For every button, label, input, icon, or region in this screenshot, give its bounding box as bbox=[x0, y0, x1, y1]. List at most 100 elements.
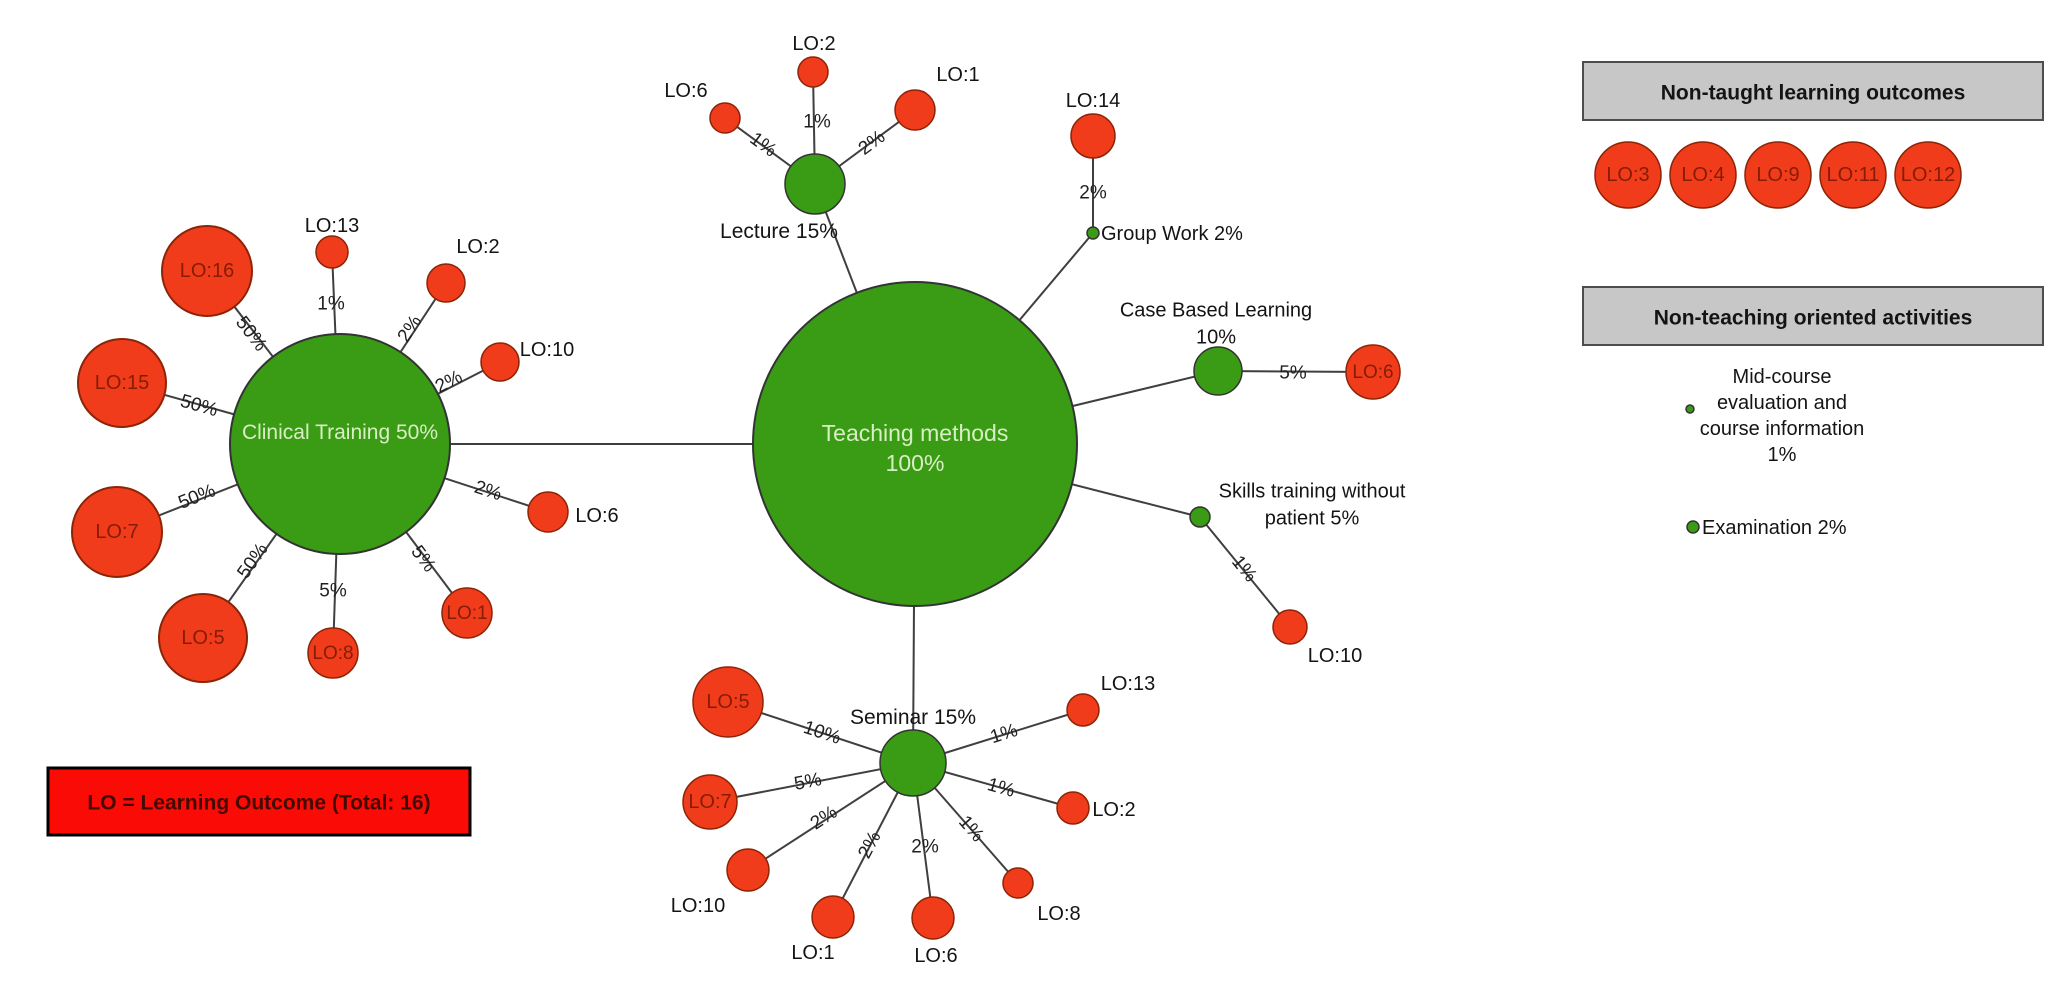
node-nt-lo12 bbox=[1894, 141, 1962, 209]
node-label-sem-lo5: LO:5 bbox=[706, 691, 749, 713]
node-sk-lo10 bbox=[1272, 609, 1308, 645]
non-taught-header-title: Non-taught learning outcomes bbox=[1661, 82, 1966, 105]
node-sem-lo10 bbox=[726, 848, 770, 892]
node-ct-lo10 bbox=[480, 342, 520, 382]
node-gw-lo14 bbox=[1070, 113, 1116, 159]
edge-label-clinical-training-ct-lo15: 50% bbox=[178, 391, 220, 421]
node-label-ct-lo2: LO:2 bbox=[456, 236, 499, 258]
node-ct-lo15 bbox=[77, 338, 167, 428]
node-case-based-learning bbox=[1193, 346, 1243, 396]
node-nt-lo4 bbox=[1669, 141, 1737, 209]
node-label-sem-lo8: LO:8 bbox=[1037, 903, 1080, 925]
node-sem-lo13 bbox=[1066, 693, 1100, 727]
node-sem-lo1 bbox=[811, 895, 855, 939]
node-label-nt-lo11: LO:11 bbox=[1827, 164, 1880, 186]
node-label-lecture: Lecture 15% bbox=[720, 220, 838, 243]
node-sem-lo5 bbox=[692, 666, 764, 738]
edge-label-group-work-gw-lo14: 2% bbox=[1079, 183, 1107, 204]
edge-label-clinical-training-ct-lo2: 2% bbox=[394, 312, 427, 347]
node-ct-lo13 bbox=[315, 235, 349, 269]
node-label-nt-lo4: LO:4 bbox=[1681, 164, 1724, 186]
node-teaching-methods bbox=[752, 281, 1078, 607]
node-label-sem-lo7: LO:7 bbox=[688, 791, 731, 813]
node-label-sem-lo1: LO:1 bbox=[791, 942, 834, 964]
node-nt-lo11 bbox=[1819, 141, 1887, 209]
node-label-ct-lo1: LO:1 bbox=[446, 603, 487, 624]
node-sem-lo2 bbox=[1056, 791, 1090, 825]
non-taught-panel: Non-taught learning outcomes bbox=[1582, 61, 2044, 121]
midcourse-line-4: 1% bbox=[1768, 444, 1797, 466]
node-label-cbl-lo6: LO:6 bbox=[1352, 362, 1393, 383]
legend-label: LO = Learning Outcome (Total: 16) bbox=[87, 792, 430, 815]
examination-label: Examination 2% bbox=[1702, 517, 1847, 539]
node-sem-lo8 bbox=[1002, 867, 1034, 899]
midcourse-line-1: Mid-course bbox=[1733, 366, 1832, 388]
node-label-lec-lo6: LO:6 bbox=[664, 80, 707, 102]
node-nt-lo9 bbox=[1744, 141, 1812, 209]
edge-label-clinical-training-ct-lo6: 2% bbox=[472, 477, 505, 506]
edge-seminar-sem-lo7 bbox=[709, 762, 914, 803]
edge-label-clinical-training-ct-lo13: 1% bbox=[317, 294, 345, 315]
nodes-layer bbox=[71, 56, 1962, 940]
midcourse-line-3: course information bbox=[1700, 418, 1865, 440]
node-lec-lo6 bbox=[709, 102, 741, 134]
edge-label-seminar-sem-lo13: 1% bbox=[988, 720, 1021, 748]
node-cbl-lo6 bbox=[1345, 344, 1401, 400]
node-label-sem-lo10: LO:10 bbox=[671, 895, 725, 917]
node-ct-lo2 bbox=[426, 263, 466, 303]
node-clinical-training bbox=[229, 333, 451, 555]
edge-label-lecture-lec-lo6: 1% bbox=[746, 128, 781, 161]
node-label-ct-lo13: LO:13 bbox=[305, 215, 359, 237]
node-labels-layer: Teaching methods 100% Clinical Training 50… bbox=[95, 33, 1955, 967]
node-label-ct-lo16: LO:16 bbox=[180, 260, 234, 282]
node-label-skills-training: Skills training without patient 5% bbox=[1219, 481, 1406, 530]
non-taught-header-box bbox=[1582, 61, 2044, 121]
activities-header-box bbox=[1582, 286, 2044, 346]
edge-label-seminar-sem-lo6: 2% bbox=[911, 837, 939, 858]
node-label-ct-lo5: LO:5 bbox=[181, 627, 224, 649]
edge-label-clinical-training-ct-lo8: 5% bbox=[319, 581, 347, 602]
edge-label-seminar-sem-lo7: 5% bbox=[793, 769, 824, 795]
node-group-work bbox=[1086, 226, 1100, 240]
node-label-teaching-methods: Teaching methods 100% bbox=[822, 420, 1009, 476]
node-label-ct-lo8: LO:8 bbox=[312, 643, 353, 664]
node-ct-lo16 bbox=[161, 225, 253, 317]
edge-label-seminar-sem-lo1: 2% bbox=[854, 828, 885, 862]
node-skills-training bbox=[1189, 506, 1211, 528]
node-label-ct-lo6: LO:6 bbox=[575, 505, 618, 527]
node-label-sem-lo2: LO:2 bbox=[1092, 799, 1135, 821]
node-midcourse-dot bbox=[1685, 404, 1695, 414]
edge-label-case-based-learning-cbl-lo6: 5% bbox=[1279, 362, 1307, 383]
node-label-nt-lo3: LO:3 bbox=[1606, 164, 1649, 186]
node-ct-lo6 bbox=[527, 491, 569, 533]
edge-label-clinical-training-ct-lo7: 50% bbox=[175, 480, 218, 514]
activities-header-title: Non-teaching oriented activities bbox=[1654, 307, 1973, 330]
node-label-group-work: Group Work 2% bbox=[1101, 223, 1243, 245]
node-ct-lo1 bbox=[441, 587, 493, 639]
edge-label-seminar-sem-lo2: 1% bbox=[985, 774, 1017, 802]
node-label-gw-lo14: LO:14 bbox=[1066, 90, 1120, 112]
node-label-sem-lo13: LO:13 bbox=[1101, 673, 1155, 695]
edge-label-clinical-training-ct-lo16: 50% bbox=[231, 313, 271, 356]
node-ct-lo7 bbox=[71, 486, 163, 578]
node-lecture bbox=[784, 153, 846, 215]
node-examination-dot bbox=[1686, 520, 1700, 534]
node-label-nt-lo9: LO:9 bbox=[1756, 164, 1799, 186]
node-sem-lo7 bbox=[682, 774, 738, 830]
node-label-nt-lo12: LO:12 bbox=[1901, 164, 1955, 186]
node-ct-lo8 bbox=[307, 627, 359, 679]
edge-label-lecture-lec-lo2: 1% bbox=[803, 112, 831, 133]
edge-label-lecture-lec-lo1: 2% bbox=[855, 126, 890, 159]
node-label-case-based-learning: Case Based Learning 10% bbox=[1120, 300, 1312, 349]
edge-label-clinical-training-ct-lo5: 50% bbox=[233, 539, 272, 582]
edge-skills-training-sk-lo10 bbox=[1199, 516, 1291, 628]
edge-label-seminar-sem-lo5: 10% bbox=[801, 717, 844, 749]
node-label-seminar: Seminar 15% bbox=[850, 706, 976, 729]
node-label-sem-lo6: LO:6 bbox=[914, 945, 957, 967]
node-label-ct-lo15: LO:15 bbox=[95, 372, 149, 394]
legend-box bbox=[46, 766, 472, 837]
node-label-lec-lo2: LO:2 bbox=[792, 33, 835, 55]
lo-legend: LO = Learning Outcome (Total: 16) bbox=[46, 766, 472, 837]
